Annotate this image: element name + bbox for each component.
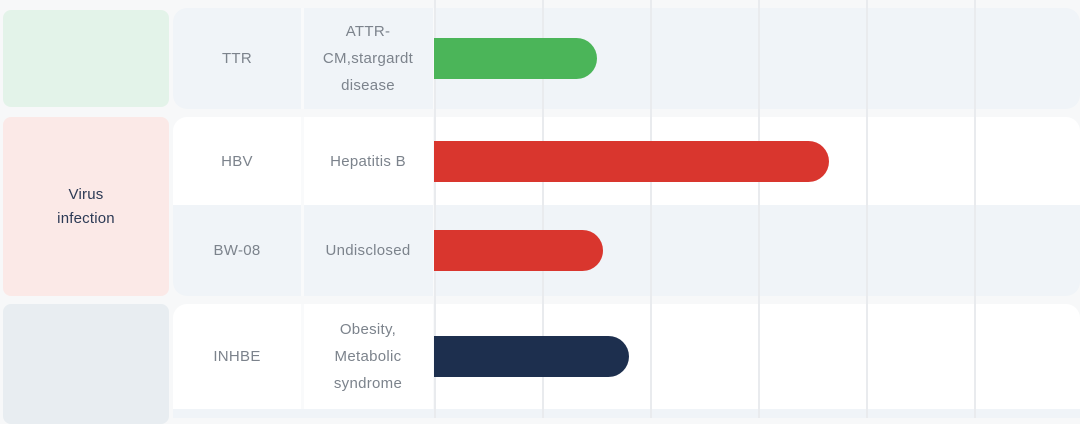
indication-label: ATTR-CM,stargardt disease — [322, 23, 414, 94]
phase-bar — [434, 38, 597, 79]
gridline — [866, 0, 868, 418]
group-band-1: TTR ATTR-CM,stargardt disease — [173, 8, 1080, 109]
group-band-3: INHBE Obesity, Metabolic syndrome — [173, 304, 1080, 418]
indication-cell: Obesity, Metabolic syndrome — [303, 304, 433, 409]
phase-bar — [434, 141, 829, 182]
target-label: INHBE — [213, 348, 261, 365]
category-label: Virus infection — [57, 185, 115, 227]
column-divider — [301, 304, 304, 409]
target-cell: HBV — [173, 117, 301, 205]
pipeline-row-bw08: BW-08 Undisclosed — [173, 205, 1080, 296]
target-label: TTR — [221, 50, 253, 67]
gridline — [650, 0, 652, 418]
category-cell-top — [3, 10, 169, 107]
gridline — [542, 0, 544, 418]
group-band-virus-infection: HBV Hepatitis B BW-08 Undisclosed — [173, 117, 1080, 296]
gridline — [974, 0, 976, 418]
phase-bar — [434, 336, 629, 377]
pipeline-row-ttr: TTR ATTR-CM,stargardt disease — [173, 8, 1080, 109]
indication-cell: Undisclosed — [303, 205, 433, 296]
column-divider — [301, 205, 304, 296]
target-label: HBV — [221, 152, 253, 170]
category-cell-bottom — [3, 304, 169, 424]
indication-label: Hepatitis B — [330, 152, 406, 170]
pipeline-row-hbv: HBV Hepatitis B — [173, 117, 1080, 205]
target-cell: INHBE — [173, 304, 301, 409]
indication-cell: Hepatitis B — [303, 117, 433, 205]
category-cell-virus-infection: Virus infection — [3, 117, 169, 296]
gridline — [758, 0, 760, 418]
phase-bar — [434, 230, 603, 271]
pipeline-row-inhbe: INHBE Obesity, Metabolic syndrome — [173, 304, 1080, 409]
column-divider — [301, 8, 304, 109]
indication-label: Obesity, Metabolic syndrome — [333, 321, 403, 392]
pipeline-row-partial — [173, 409, 1080, 418]
indication-cell: ATTR-CM,stargardt disease — [303, 8, 433, 109]
target-cell: BW-08 — [173, 205, 301, 296]
target-label: BW-08 — [213, 242, 261, 259]
column-divider — [301, 117, 304, 205]
target-cell: TTR — [173, 8, 301, 109]
indication-label: Undisclosed — [325, 242, 411, 259]
gridline — [434, 0, 436, 418]
